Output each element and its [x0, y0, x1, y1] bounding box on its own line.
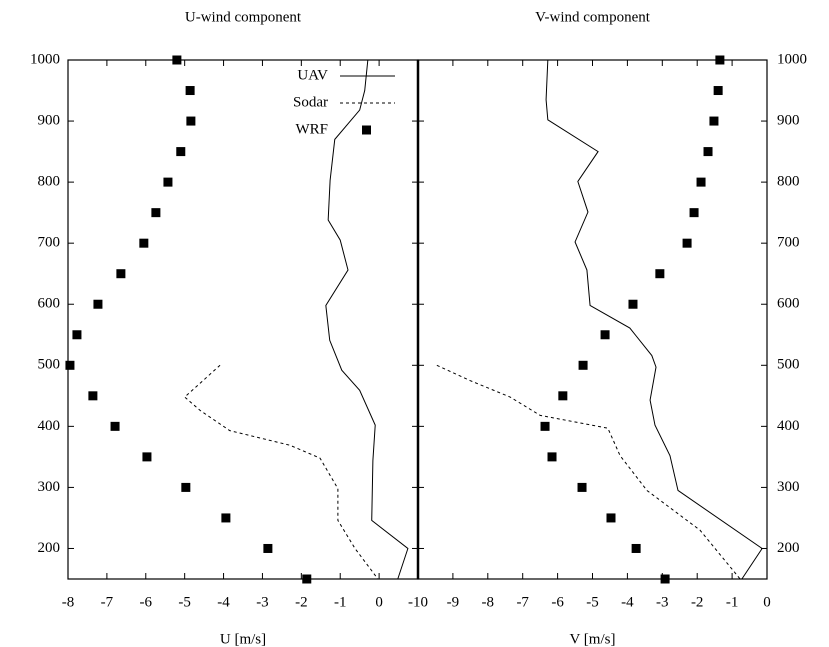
line-series [436, 364, 741, 580]
data-point [88, 391, 98, 401]
plot-frame [417, 59, 768, 580]
data-point [689, 208, 699, 218]
data-point [163, 177, 173, 187]
x-tick-label: -7 [516, 594, 529, 610]
x-tick-label: -8 [482, 594, 495, 610]
data-point [186, 116, 196, 126]
x-tick-label: -3 [656, 594, 669, 610]
x-tick-label: 0 [375, 594, 383, 610]
y-tick-label: 1000 [777, 51, 807, 67]
y-tick-label: 900 [777, 112, 800, 128]
y-tick-label: 600 [777, 296, 800, 312]
legend-label: UAV [297, 67, 328, 83]
data-point [302, 574, 312, 584]
x-axis-label: U [m/s] [220, 631, 266, 647]
y-tick-label: 800 [777, 174, 800, 190]
data-point [139, 238, 149, 248]
x-tick-label: -4 [217, 594, 230, 610]
x-tick-label: -1 [726, 594, 739, 610]
data-point [540, 421, 550, 431]
x-tick-label: -7 [101, 594, 114, 610]
data-point [181, 482, 191, 492]
data-point [116, 269, 126, 279]
data-point [655, 269, 665, 279]
data-point [93, 299, 103, 309]
line-series [183, 364, 379, 580]
data-point [703, 147, 713, 157]
y-tick-label: 700 [777, 235, 800, 251]
data-point [142, 452, 152, 462]
data-point [660, 574, 670, 584]
line-series [545, 59, 763, 580]
x-tick-label: -3 [256, 594, 269, 610]
data-point [558, 391, 568, 401]
y-tick-label: 1000 [30, 51, 60, 67]
y-tick-label: 700 [38, 235, 61, 251]
x-tick-label: -9 [447, 594, 460, 610]
data-point [715, 55, 725, 65]
x-tick-label: -10 [408, 594, 428, 610]
x-tick-label: -5 [586, 594, 599, 610]
data-point [547, 452, 557, 462]
data-point [713, 86, 723, 96]
data-point [631, 543, 641, 553]
y-tick-label: 300 [38, 479, 61, 495]
x-tick-label: -6 [140, 594, 153, 610]
data-point [682, 238, 692, 248]
data-point [72, 330, 82, 340]
data-point [65, 360, 75, 370]
x-axis-label: V [m/s] [570, 631, 616, 647]
x-tick-label: -2 [295, 594, 308, 610]
y-tick-label: 500 [777, 357, 800, 373]
data-point [696, 177, 706, 187]
x-tick-label: -8 [62, 594, 75, 610]
y-tick-label: 900 [38, 112, 61, 128]
x-tick-label: -2 [691, 594, 704, 610]
chart-title: U-wind component [185, 9, 302, 25]
y-tick-label: 500 [38, 357, 61, 373]
y-tick-label: 400 [38, 418, 61, 434]
x-tick-label: -1 [334, 594, 347, 610]
y-tick-label: 400 [777, 418, 800, 434]
data-point [110, 421, 120, 431]
x-tick-label: 0 [763, 594, 771, 610]
data-point [172, 55, 182, 65]
y-tick-label: 300 [777, 479, 800, 495]
data-point [151, 208, 161, 218]
x-tick-label: -5 [178, 594, 191, 610]
data-point [600, 330, 610, 340]
plot-frame [67, 59, 419, 580]
data-point [578, 360, 588, 370]
data-point [577, 482, 587, 492]
x-tick-label: -4 [621, 594, 634, 610]
legend-swatch [362, 125, 371, 135]
data-point [709, 116, 719, 126]
data-point [176, 147, 186, 157]
data-point [185, 86, 195, 96]
data-point [221, 513, 231, 523]
y-tick-label: 200 [777, 540, 800, 556]
y-tick-label: 600 [38, 296, 61, 312]
legend-label: Sodar [293, 94, 328, 110]
data-point [263, 543, 273, 553]
y-tick-label: 200 [38, 540, 61, 556]
y-tick-label: 800 [38, 174, 61, 190]
data-point [606, 513, 616, 523]
x-tick-label: -6 [551, 594, 564, 610]
line-series [325, 59, 409, 580]
data-point [628, 299, 638, 309]
legend-label: WRF [295, 121, 328, 137]
chart-title: V-wind component [535, 9, 651, 25]
